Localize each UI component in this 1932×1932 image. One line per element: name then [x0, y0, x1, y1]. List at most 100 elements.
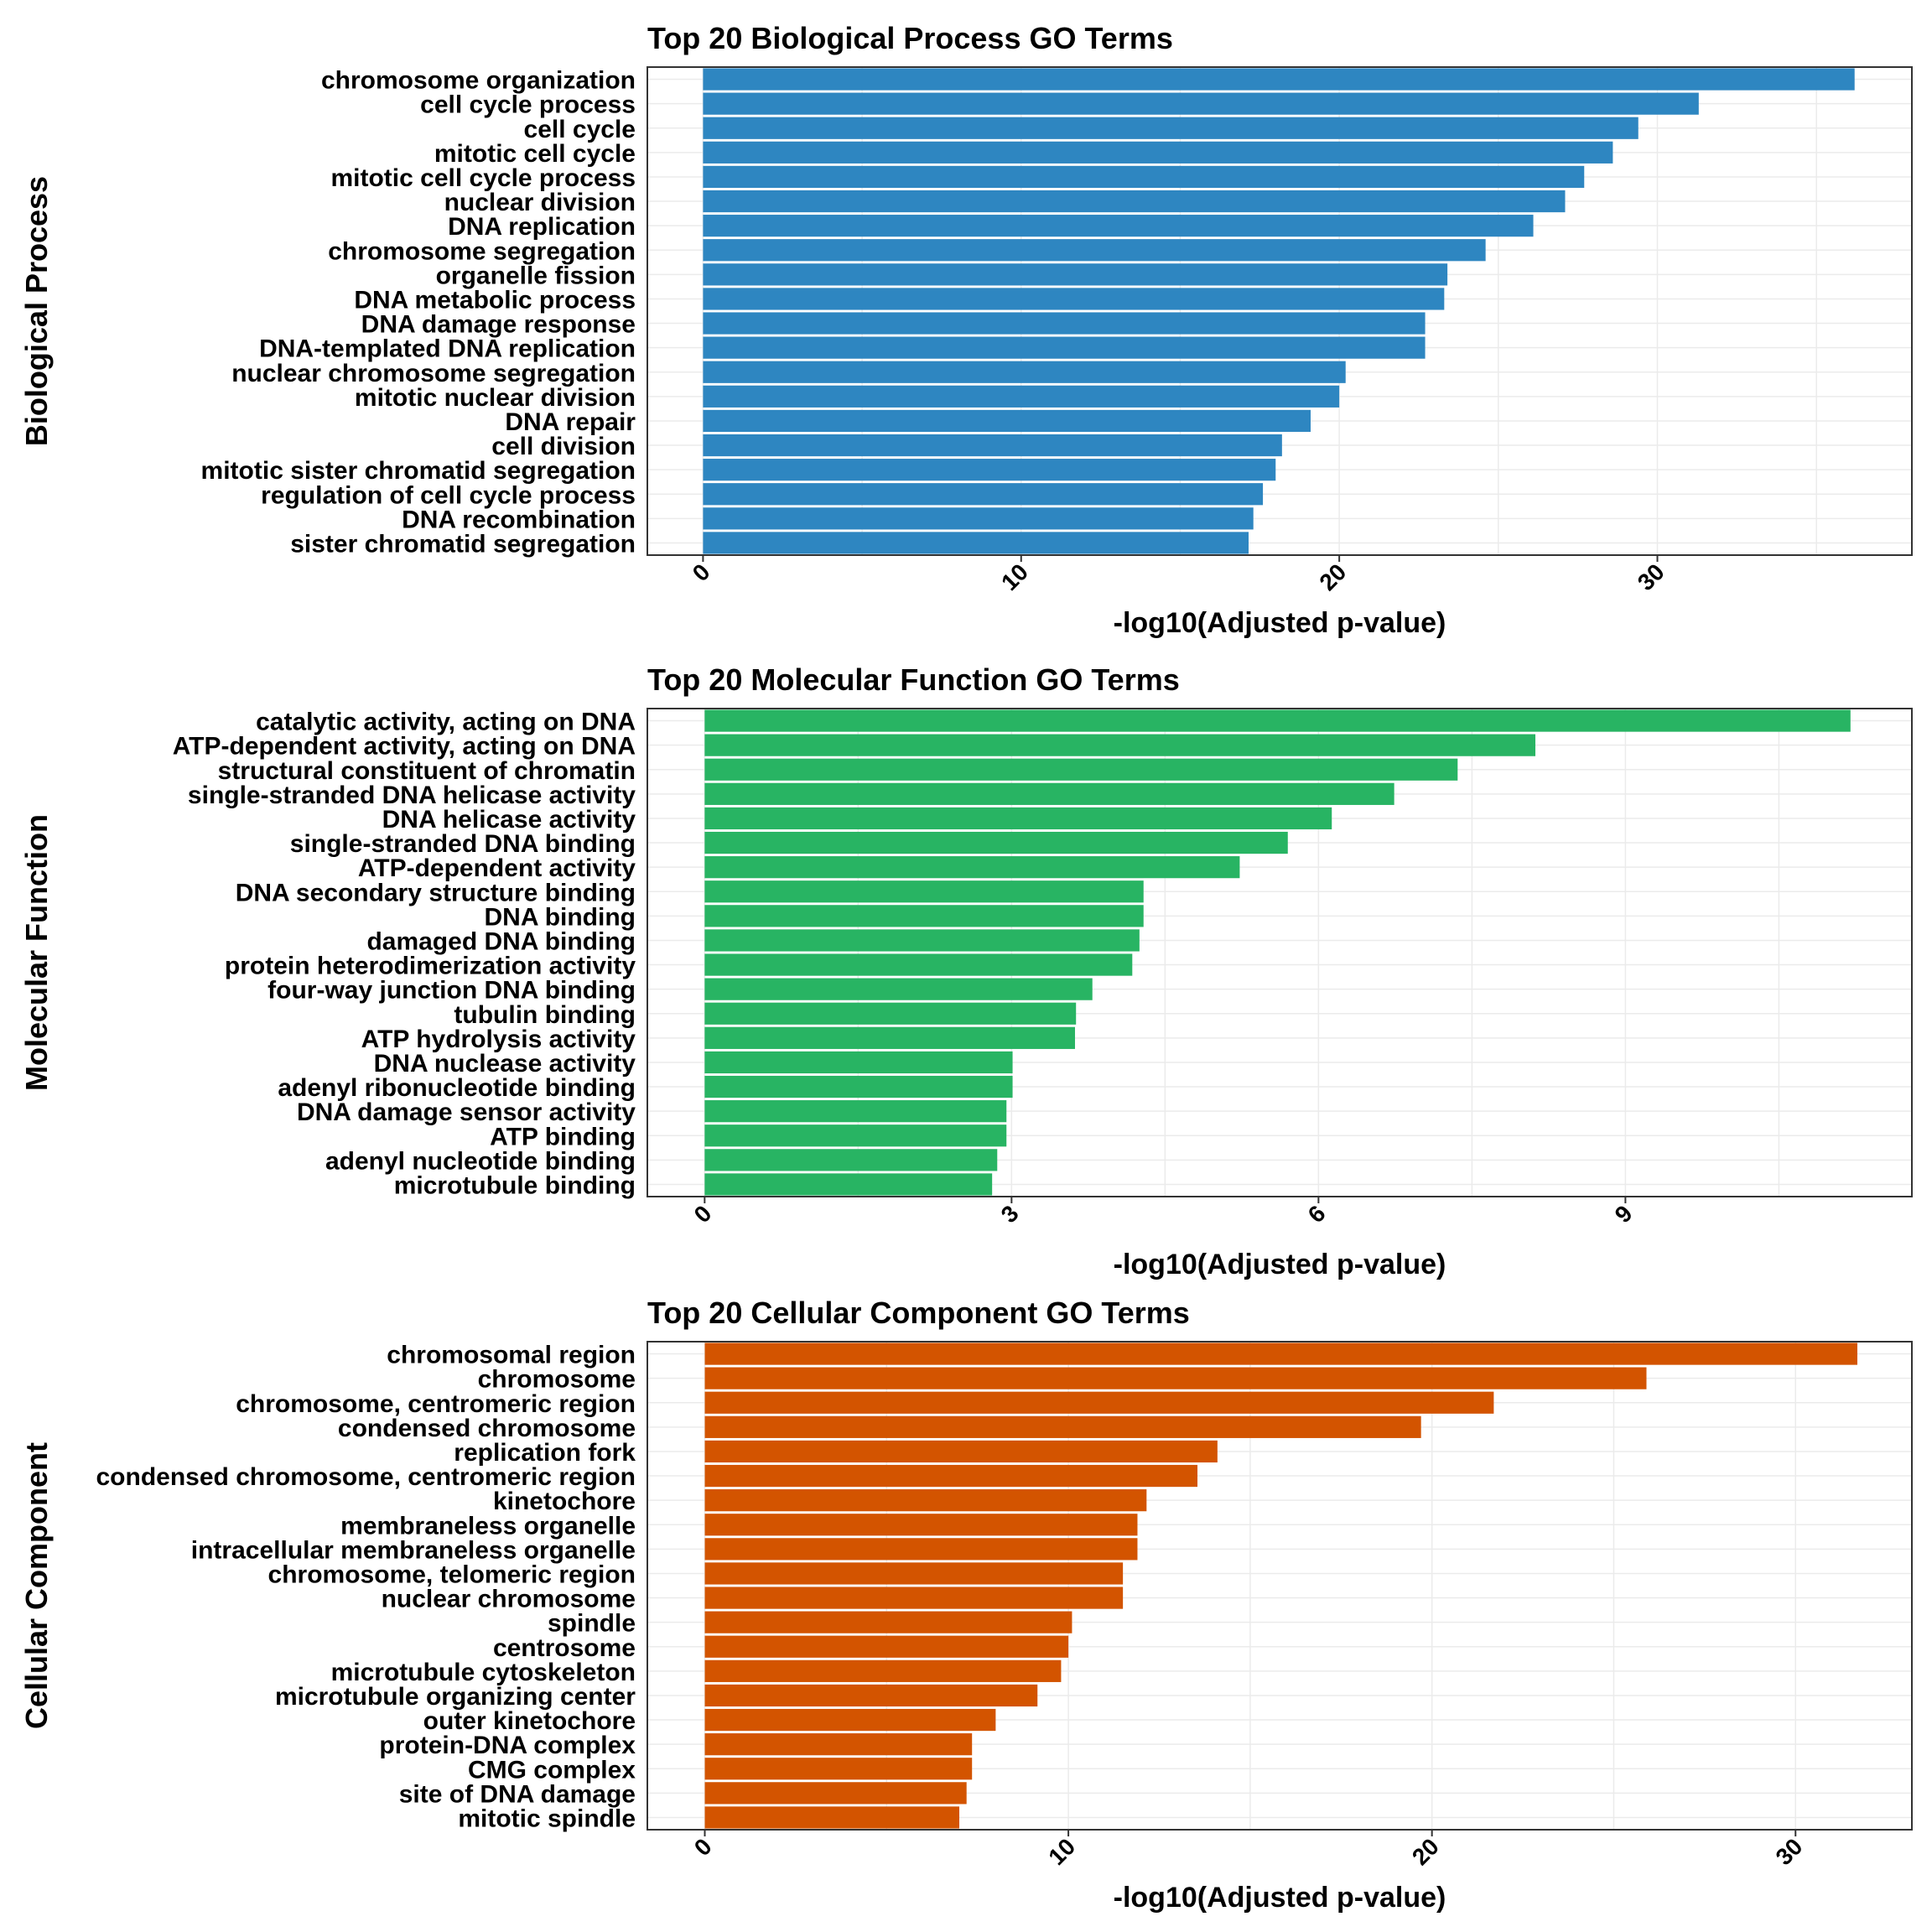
category-label: ATP-dependent activity, acting on DNA: [173, 733, 636, 761]
bar: [704, 1100, 1007, 1123]
category-label: mitotic nuclear division: [355, 384, 636, 412]
x-tick-label: 9: [1610, 1200, 1638, 1228]
category-label: DNA damage response: [361, 311, 636, 339]
bar: [703, 92, 1699, 115]
bar: [704, 1002, 1077, 1025]
category-label: ATP binding: [490, 1123, 636, 1150]
molecular-function-panel: Top 20 Molecular Function GO Terms cataly…: [19, 662, 1913, 1280]
category-label: adenyl ribonucleotide binding: [278, 1074, 636, 1102]
biological-process-panel: Top 20 Biological Process GO Terms chromo…: [19, 21, 1913, 639]
category-label: kinetochore: [493, 1488, 636, 1515]
category-label: regulation of cell cycle process: [261, 481, 636, 509]
category-label: DNA damage sensor activity: [297, 1098, 636, 1126]
bar: [704, 1782, 967, 1805]
bar: [704, 905, 1144, 927]
category-label: site of DNA damage: [399, 1780, 636, 1808]
category-label: chromosome: [478, 1366, 636, 1394]
category-label: chromosome segregation: [328, 237, 636, 265]
bar: [704, 1440, 1218, 1463]
x-tick-label: 20: [1314, 558, 1351, 595]
category-label: nuclear chromosome segregation: [231, 360, 636, 387]
x-tick-label: 6: [1303, 1200, 1331, 1228]
category-label: DNA metabolic process: [354, 286, 636, 314]
x-tick-label: 20: [1407, 1833, 1444, 1870]
category-label: mitotic cell cycle process: [330, 164, 636, 192]
bar: [704, 1075, 1013, 1098]
category-label: intracellular membraneless organelle: [191, 1536, 636, 1564]
category-label: cell division: [491, 433, 636, 460]
bar: [704, 1708, 996, 1732]
bar: [704, 1611, 1072, 1633]
category-label: membraneless organelle: [340, 1512, 636, 1540]
x-tick-label: 30: [1771, 1833, 1808, 1870]
bar: [704, 782, 1394, 805]
category-label: centrosome: [493, 1634, 636, 1662]
bar: [704, 1806, 960, 1829]
bar: [703, 288, 1445, 310]
category-label: spindle: [548, 1610, 636, 1638]
x-tick-label: 10: [1043, 1833, 1080, 1870]
category-label: DNA helicase activity: [382, 806, 636, 834]
x-tick-label: 10: [996, 558, 1033, 595]
bar: [704, 880, 1144, 903]
cellular-component-title: Top 20 Cellular Component GO Terms: [647, 1296, 1190, 1330]
panel-border: [647, 708, 1913, 1197]
bar: [704, 1173, 993, 1196]
category-label: chromosome organization: [321, 67, 636, 95]
bar: [704, 1343, 1857, 1365]
bar: [703, 239, 1486, 262]
category-label: DNA-templated DNA replication: [259, 335, 636, 363]
category-label: chromosome, centromeric region: [236, 1390, 636, 1418]
panel-border: [647, 66, 1913, 556]
bar: [704, 1514, 1138, 1536]
category-label: replication fork: [454, 1439, 636, 1467]
category-label: DNA nuclease activity: [374, 1050, 636, 1078]
category-label: CMG complex: [468, 1756, 636, 1784]
category-label: DNA secondary structure binding: [236, 879, 636, 906]
bar: [704, 1538, 1138, 1561]
x-tick-label: 0: [688, 558, 715, 586]
bar: [704, 1367, 1647, 1389]
bar: [703, 459, 1276, 481]
category-label: catalytic activity, acting on DNA: [256, 709, 636, 736]
category-label: DNA repair: [505, 408, 636, 436]
category-label: single-stranded DNA binding: [290, 830, 636, 858]
cellular-component-x-axis-title: -log10(Adjusted p-value): [1114, 1882, 1446, 1914]
bar: [703, 434, 1282, 457]
bar: [703, 385, 1340, 408]
x-tick-label: 30: [1633, 558, 1670, 595]
biological-process-y-axis-title: Biological Process: [19, 176, 54, 446]
category-label: single-stranded DNA helicase activity: [188, 782, 636, 809]
panel-border: [647, 1341, 1913, 1831]
category-label: damaged DNA binding: [366, 927, 636, 955]
bar: [703, 190, 1566, 213]
category-label: four-way junction DNA binding: [267, 977, 636, 1005]
bar: [704, 1562, 1124, 1585]
bar: [703, 117, 1639, 139]
bar: [703, 215, 1534, 237]
bar: [704, 807, 1332, 830]
category-label: condensed chromosome: [338, 1415, 636, 1442]
bar: [703, 532, 1249, 554]
category-label: organelle fission: [436, 262, 636, 289]
bar: [703, 312, 1426, 335]
bar: [703, 336, 1426, 359]
category-label: chromosome, telomeric region: [268, 1561, 636, 1588]
bar: [703, 263, 1448, 286]
category-label: protein-DNA complex: [379, 1732, 636, 1759]
bar: [704, 1391, 1494, 1414]
category-label: cell cycle: [524, 116, 636, 143]
category-label: microtubule binding: [394, 1171, 636, 1199]
category-label: condensed chromosome, centromeric region: [96, 1463, 636, 1491]
category-label: DNA replication: [448, 213, 636, 241]
category-label: ATP-dependent activity: [358, 854, 636, 882]
category-label: outer kinetochore: [423, 1707, 636, 1735]
category-label: mitotic spindle: [458, 1805, 636, 1832]
category-label: structural constituent of chromatin: [218, 757, 636, 785]
category-label: nuclear chromosome: [382, 1586, 636, 1613]
bar: [703, 409, 1311, 433]
bar: [704, 1124, 1007, 1147]
category-label: adenyl nucleotide binding: [325, 1147, 636, 1175]
category-label: microtubule organizing center: [275, 1683, 636, 1711]
